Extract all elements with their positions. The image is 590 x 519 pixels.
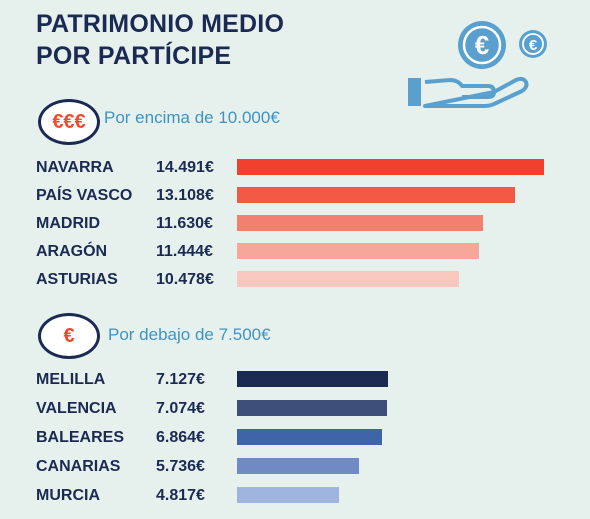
value-label: 7.127€ [156, 371, 205, 388]
value-label: 13.108€ [156, 187, 214, 204]
bar-row: VALENCIA 7.074€ [0, 398, 590, 420]
value-label: 4.817€ [156, 487, 205, 504]
bar [237, 271, 459, 287]
svg-text:€: € [475, 30, 489, 60]
bar [237, 400, 387, 416]
bar-row: MADRID 11.630€ [0, 213, 590, 235]
bar-row: ASTURIAS 10.478€ [0, 269, 590, 291]
bar-row: ARAGÓN 11.444€ [0, 241, 590, 263]
category-label: NAVARRA [36, 159, 114, 176]
bar [237, 187, 515, 203]
category-label: ARAGÓN [36, 243, 108, 260]
value-label: 5.736€ [156, 458, 205, 475]
category-label: VALENCIA [36, 400, 117, 417]
category-label: ASTURIAS [36, 271, 118, 288]
bar [237, 159, 544, 175]
value-label: 6.864€ [156, 429, 205, 446]
category-label: MURCIA [36, 487, 100, 504]
value-label: 14.491€ [156, 159, 214, 176]
bar-row: MURCIA 4.817€ [0, 485, 590, 507]
high-group-subtitle: Por encima de 10.000€ [104, 108, 280, 127]
svg-text:€: € [529, 37, 538, 54]
high-group-badge: €€€ [38, 99, 100, 145]
category-label: MELILLA [36, 371, 106, 388]
value-label: 11.444€ [156, 243, 213, 260]
category-label: PAÍS VASCO [36, 187, 133, 204]
value-label: 11.630€ [156, 215, 213, 232]
bar-row: PAÍS VASCO 13.108€ [0, 185, 590, 207]
bar [237, 371, 388, 387]
category-label: BALEARES [36, 429, 125, 446]
bar-row: BALEARES 6.864€ [0, 427, 590, 449]
chart-title-line-1: PATRIMONIO MEDIO [36, 10, 285, 38]
bar-row: MELILLA 7.127€ [0, 369, 590, 391]
category-label: MADRID [36, 215, 100, 232]
value-label: 10.478€ [156, 271, 214, 288]
bar [237, 429, 382, 445]
category-label: CANARIAS [36, 458, 121, 475]
bar-row: CANARIAS 5.736€ [0, 456, 590, 478]
bar-row: NAVARRA 14.491€ [0, 157, 590, 179]
low-group-subtitle: Por debajo de 7.500€ [108, 325, 271, 344]
low-group-badge: € [38, 313, 100, 359]
chart-title-line-2: POR PARTÍCIPE [36, 42, 232, 70]
chart-title: PATRIMONIO MEDIO POR PARTÍCIPE [36, 8, 284, 72]
bar [237, 215, 483, 231]
value-label: 7.074€ [156, 400, 205, 417]
hand-holding-euro-coins-icon: € € [408, 21, 547, 108]
bar [237, 487, 339, 503]
bar [237, 243, 479, 259]
bar [237, 458, 359, 474]
